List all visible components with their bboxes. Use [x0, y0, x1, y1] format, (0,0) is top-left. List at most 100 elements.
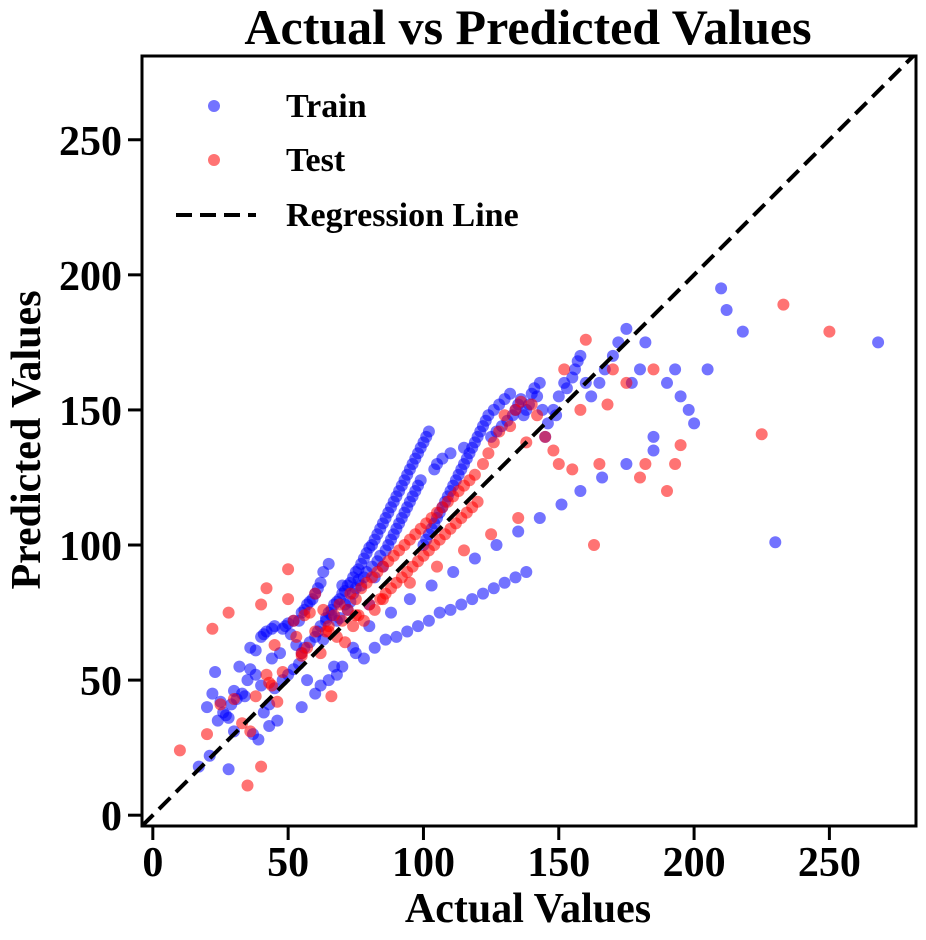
train-point — [412, 620, 424, 633]
test-point — [282, 563, 295, 576]
y-axis: 0 50 100 150 200 250 — [59, 119, 142, 840]
train-point — [533, 512, 546, 524]
x-tick-label: 250 — [798, 840, 861, 886]
test-point — [206, 622, 219, 635]
train-point — [872, 336, 885, 349]
legend: Train Test Regression Line — [176, 88, 519, 234]
train-point — [322, 557, 335, 570]
train-point — [252, 733, 265, 746]
train-point — [403, 593, 416, 606]
test-point — [249, 690, 262, 703]
regression-line — [142, 56, 916, 826]
test-point — [317, 603, 330, 616]
train-point — [271, 714, 284, 727]
train-point — [769, 536, 782, 549]
train-point — [634, 363, 646, 376]
train-point — [574, 349, 587, 362]
y-tick-label: 150 — [59, 389, 122, 435]
x-tick-label: 0 — [142, 840, 163, 886]
train-point — [574, 485, 587, 497]
test-point — [214, 698, 227, 711]
legend-label-test: Test — [286, 142, 346, 179]
train-point — [520, 566, 533, 578]
test-point — [309, 625, 322, 638]
train-point — [555, 498, 568, 511]
train-point — [368, 641, 381, 654]
train-point — [620, 458, 633, 470]
y-axis-label: Predicted Values — [4, 290, 50, 589]
train-point — [512, 525, 525, 538]
train-point — [498, 576, 511, 589]
points-layer — [173, 282, 885, 792]
train-point — [466, 593, 479, 606]
test-point — [260, 668, 273, 681]
chart-title: Actual vs Predicted Values — [244, 0, 811, 55]
test-point — [647, 363, 660, 376]
test-point — [477, 458, 489, 470]
train-point — [206, 687, 219, 700]
train-point — [715, 282, 728, 295]
test-point — [504, 420, 517, 433]
test-point — [539, 430, 552, 443]
train-point — [682, 403, 695, 416]
train-point — [444, 603, 457, 616]
test-point — [468, 468, 481, 481]
test-point — [376, 593, 389, 606]
train-point — [314, 679, 327, 692]
test-point — [639, 458, 652, 470]
train-point — [674, 390, 687, 403]
test-point — [485, 528, 498, 541]
train-point — [422, 425, 435, 438]
test-point — [339, 636, 351, 649]
test-point — [777, 298, 790, 311]
test-point — [325, 690, 338, 703]
x-axis: 0 50 100 150 200 250 — [142, 826, 861, 886]
train-point — [414, 474, 427, 487]
train-point — [295, 701, 308, 714]
test-point — [458, 544, 470, 557]
train-point — [468, 552, 481, 565]
test-point — [588, 539, 600, 551]
test-point — [593, 458, 606, 470]
test-point — [669, 458, 682, 470]
x-tick-label: 200 — [663, 840, 726, 886]
test-point — [531, 409, 544, 422]
test-point — [309, 587, 322, 600]
train-point — [688, 417, 701, 430]
test-point — [579, 333, 592, 346]
legend-marker-test — [208, 154, 220, 166]
test-point — [487, 436, 500, 449]
test-point — [276, 666, 289, 678]
test-point — [431, 560, 443, 573]
test-point — [574, 403, 587, 416]
train-point — [425, 579, 438, 592]
train-point — [701, 363, 714, 376]
train-point — [504, 387, 517, 400]
test-point — [566, 463, 579, 476]
train-point — [620, 322, 633, 335]
train-point — [385, 606, 397, 619]
test-point — [295, 647, 308, 660]
test-point — [471, 495, 484, 508]
test-point — [552, 458, 565, 470]
plot-frame — [140, 54, 918, 828]
test-point — [265, 679, 278, 692]
y-tick-label: 200 — [59, 254, 122, 300]
test-point — [674, 439, 687, 452]
train-point — [593, 376, 606, 389]
test-point — [755, 428, 768, 441]
train-point — [238, 690, 251, 703]
train-point — [477, 587, 489, 600]
train-point — [455, 598, 468, 611]
train-point — [533, 376, 546, 389]
test-point — [634, 471, 646, 484]
train-point — [596, 471, 609, 484]
test-point — [403, 576, 416, 589]
train-point — [433, 606, 446, 619]
test-point — [228, 693, 240, 705]
train-point — [647, 430, 660, 443]
test-point — [368, 603, 381, 616]
train-point — [233, 660, 246, 673]
y-tick-label: 100 — [59, 524, 122, 570]
legend-label-train: Train — [286, 88, 367, 125]
